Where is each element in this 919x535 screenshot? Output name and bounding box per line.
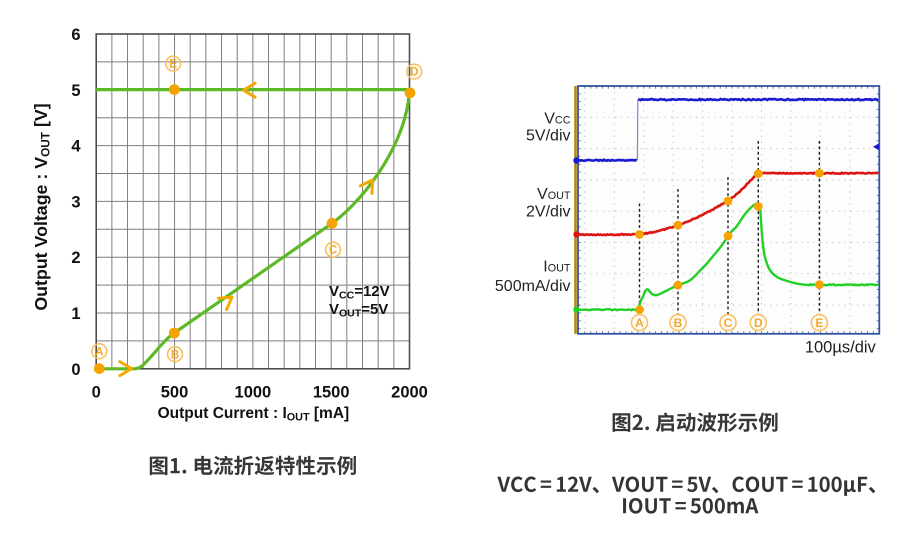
svg-text:0: 0 [71,361,80,379]
svg-text:1500: 1500 [313,384,350,402]
svg-text:2V/div: 2V/div [526,204,570,221]
svg-text:C: C [329,244,338,257]
svg-text:Output Current : IOUT [mA]: Output Current : IOUT [mA] [158,405,350,424]
svg-text:VOUT: VOUT [537,186,571,203]
svg-text:D: D [754,316,763,330]
svg-text:500: 500 [161,384,189,402]
svg-text:5V/div: 5V/div [526,128,570,145]
svg-text:3: 3 [71,193,80,211]
svg-text:VCC: VCC [544,110,570,127]
svg-text:IOUT: IOUT [543,259,571,276]
svg-text:B: B [171,348,179,361]
svg-text:D: D [410,66,418,79]
svg-text:6: 6 [71,26,80,44]
svg-text:1: 1 [71,305,80,323]
svg-text:E: E [815,316,823,330]
svg-text:2000: 2000 [391,384,428,402]
svg-text:E: E [169,58,177,71]
svg-text:B: B [674,316,683,330]
svg-text:1000: 1000 [235,384,272,402]
svg-text:VCC=12V: VCC=12V [329,283,390,302]
svg-text:4: 4 [71,138,81,156]
svg-text:5: 5 [71,82,80,100]
svg-text:A: A [635,316,644,330]
svg-text:C: C [724,316,733,330]
svg-text:100µs/div: 100µs/div [805,339,877,357]
svg-text:0: 0 [92,384,101,402]
svg-text:500mA/div: 500mA/div [495,278,571,295]
svg-text:2: 2 [71,249,80,267]
svg-text:A: A [95,345,104,358]
